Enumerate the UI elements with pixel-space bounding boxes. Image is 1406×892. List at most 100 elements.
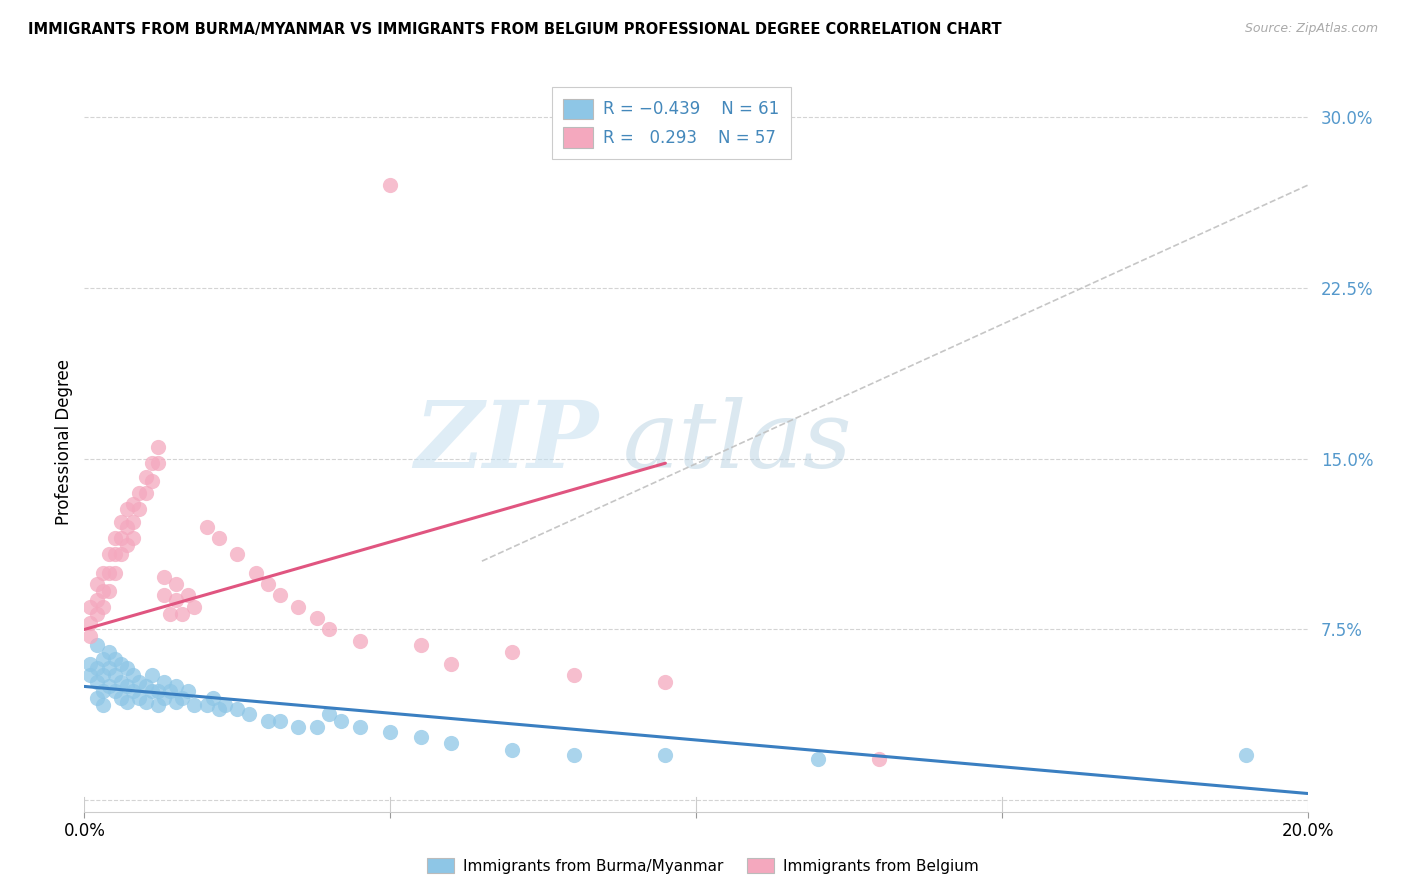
Point: [115, 680, 138, 694]
Point: [135, 695, 157, 709]
Point: [245, 566, 267, 580]
Text: IMMIGRANTS FROM BURMA/MYANMAR VS IMMIGRANTS FROM BELGIUM PROFESSIONAL DEGREE COR: IMMIGRANTS FROM BURMA/MYANMAR VS IMMIGRA…: [28, 22, 1001, 37]
Point: [141, 668, 163, 682]
Point: [79, 615, 101, 630]
Point: [153, 570, 176, 584]
Point: [502, 645, 524, 659]
Point: [79, 629, 101, 643]
Point: [110, 674, 132, 689]
Point: [287, 721, 309, 735]
Point: [562, 747, 585, 762]
Point: [97, 547, 120, 561]
Legend: Immigrants from Burma/Myanmar, Immigrants from Belgium: Immigrants from Burma/Myanmar, Immigrant…: [420, 852, 986, 880]
Point: [110, 657, 132, 671]
Point: [141, 684, 163, 698]
Point: [86, 690, 108, 705]
Point: [97, 583, 120, 598]
Point: [104, 547, 127, 561]
Point: [318, 623, 340, 637]
Point: [79, 599, 101, 614]
Point: [97, 645, 120, 659]
Point: [122, 516, 145, 530]
Point: [330, 714, 353, 728]
Point: [654, 747, 676, 762]
Point: [115, 501, 138, 516]
Point: [97, 661, 120, 675]
Point: [122, 497, 145, 511]
Point: [208, 532, 231, 546]
Point: [159, 607, 181, 621]
Point: [183, 599, 205, 614]
Point: [208, 702, 231, 716]
Point: [122, 684, 145, 698]
Text: atlas: atlas: [623, 397, 852, 486]
Point: [172, 690, 194, 705]
Point: [153, 690, 176, 705]
Point: [201, 690, 224, 705]
Point: [91, 668, 114, 682]
Point: [869, 752, 891, 766]
Point: [380, 725, 402, 739]
Point: [1236, 747, 1258, 762]
Point: [128, 690, 150, 705]
Point: [110, 516, 132, 530]
Point: [349, 721, 371, 735]
Point: [115, 520, 138, 534]
Point: [409, 730, 432, 744]
Point: [104, 532, 127, 546]
Point: [654, 674, 676, 689]
Point: [165, 577, 187, 591]
Point: [440, 657, 463, 671]
Point: [135, 680, 157, 694]
Point: [195, 698, 218, 712]
Point: [195, 520, 218, 534]
Point: [115, 661, 138, 675]
Point: [177, 588, 200, 602]
Point: [141, 456, 163, 470]
Point: [104, 652, 127, 666]
Point: [177, 684, 200, 698]
Point: [135, 485, 157, 500]
Point: [238, 706, 260, 721]
Point: [146, 440, 169, 454]
Point: [226, 547, 249, 561]
Point: [79, 657, 101, 671]
Point: [122, 668, 145, 682]
Y-axis label: Professional Degree: Professional Degree: [55, 359, 73, 524]
Point: [91, 684, 114, 698]
Point: [110, 547, 132, 561]
Point: [146, 698, 169, 712]
Point: [214, 698, 236, 712]
Point: [86, 674, 108, 689]
Point: [349, 633, 371, 648]
Point: [91, 652, 114, 666]
Point: [122, 532, 145, 546]
Point: [305, 611, 328, 625]
Point: [86, 661, 108, 675]
Point: [287, 599, 309, 614]
Point: [128, 485, 150, 500]
Point: [97, 566, 120, 580]
Point: [165, 695, 187, 709]
Point: [146, 456, 169, 470]
Point: [318, 706, 340, 721]
Point: [104, 566, 127, 580]
Point: [502, 743, 524, 757]
Point: [165, 592, 187, 607]
Point: [91, 599, 114, 614]
Point: [141, 475, 163, 489]
Point: [440, 736, 463, 750]
Text: ZIP: ZIP: [413, 397, 598, 486]
Point: [97, 680, 120, 694]
Point: [115, 538, 138, 552]
Point: [807, 752, 830, 766]
Text: Source: ZipAtlas.com: Source: ZipAtlas.com: [1244, 22, 1378, 36]
Point: [135, 470, 157, 484]
Point: [86, 639, 108, 653]
Point: [409, 639, 432, 653]
Point: [562, 668, 585, 682]
Point: [269, 588, 291, 602]
Point: [91, 583, 114, 598]
Point: [165, 680, 187, 694]
Point: [257, 577, 280, 591]
